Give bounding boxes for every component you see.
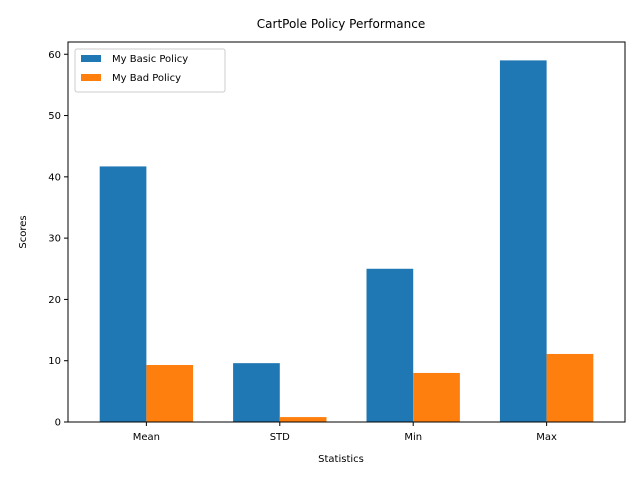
bar-basic-mean [99, 166, 147, 422]
x-tick-label-min: Min [404, 432, 422, 443]
x-tick-label-std: STD [270, 432, 290, 443]
legend-box [74, 48, 226, 93]
y-axis-label: Scores [18, 215, 29, 248]
bar-bad-min [413, 372, 460, 422]
bar-bad-max [546, 353, 594, 422]
y-tick-label: 30 [48, 234, 61, 245]
legend-swatch-basic [81, 55, 101, 62]
y-tick-label: 50 [48, 111, 61, 122]
legend-label-bad: My Bad Policy [112, 73, 181, 84]
x-axis-label: Statistics [318, 454, 364, 465]
x-tick-label-max: Max [536, 432, 557, 443]
x-tick-label-mean: Mean [133, 432, 160, 443]
bar-basic-std [233, 363, 280, 422]
legend-label-basic: My Basic Policy [112, 54, 188, 65]
bar-bad-std [279, 417, 327, 422]
chart-title: CartPole Policy Performance [257, 17, 425, 31]
y-tick-label: 40 [48, 172, 61, 183]
y-tick-label: 0 [55, 418, 61, 429]
bars-group [99, 60, 594, 423]
y-tick-label: 20 [48, 295, 61, 306]
plot-frame [67, 41, 626, 423]
legend: My Basic Policy My Bad Policy [74, 48, 226, 93]
y-tick-label: 10 [48, 356, 61, 367]
legend-swatch-bad [81, 74, 101, 81]
bar-basic-min [366, 268, 414, 422]
bar-basic-max [499, 60, 547, 423]
bar-bad-mean [146, 365, 194, 422]
x-axis: Mean STD Min Max [133, 422, 557, 443]
y-tick-label: 60 [48, 50, 61, 61]
y-axis: 0 10 20 30 40 50 60 [48, 50, 68, 429]
